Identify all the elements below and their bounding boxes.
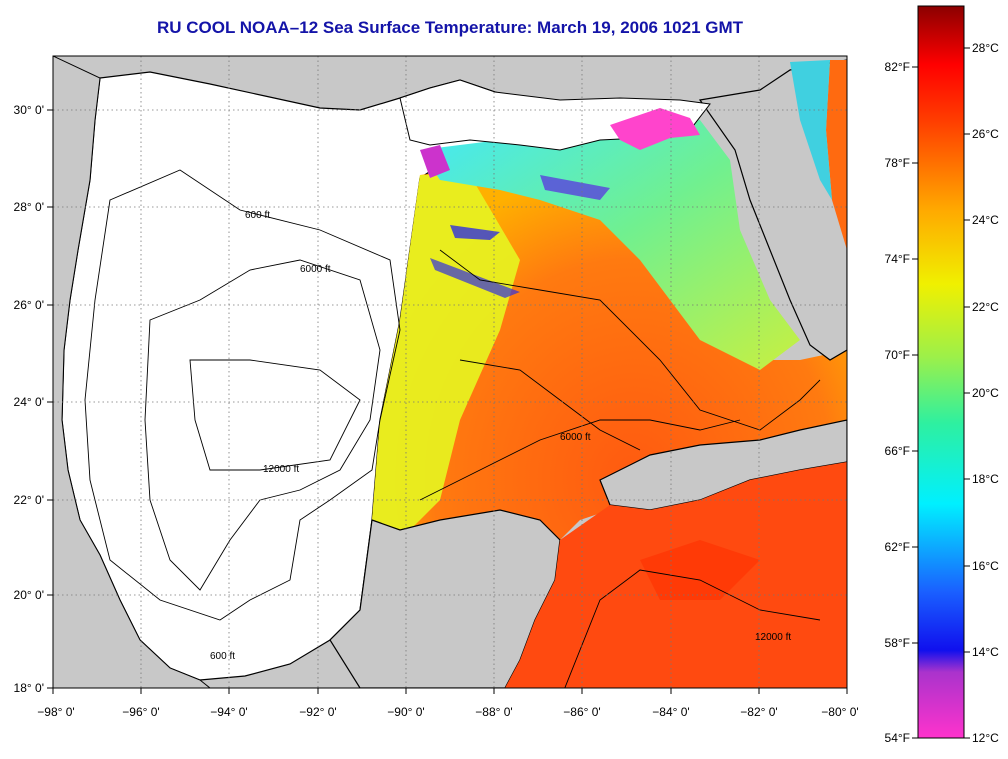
cold-cloud-patch-5 [540,175,610,200]
map-frame [52,55,848,689]
caribbean-hot-core [640,540,760,600]
lon-label-98w: −98° 0' [37,705,74,719]
mexico-land-west [53,56,211,688]
map-area: 600 ft 600 ft 6000 ft 6000 ft 12000 ft 1… [53,56,847,688]
cbar-f-66: 66°F [885,444,910,458]
contour-label-600ft-north: 600 ft [245,210,270,221]
colorbar [917,5,965,739]
lat-label-22n: 22° 0' [14,493,44,507]
cbar-c-14: 14°C [972,645,999,659]
florida-east-cyan [790,60,832,200]
cbar-f-78: 78°F [885,156,910,170]
cbar-f-82: 82°F [885,60,910,74]
bathymetry-contours [84,169,821,688]
lon-label-84w: −84° 0' [652,705,689,719]
lon-label-82w: −82° 0' [740,705,777,719]
lon-label-92w: −92° 0' [299,705,336,719]
cbar-c-18: 18°C [972,472,999,486]
lon-label-88w: −88° 0' [475,705,512,719]
cbar-c-26: 26°C [972,127,999,141]
cbar-f-62: 62°F [885,540,910,554]
shelf-cool-water [420,112,800,370]
graticule [53,56,847,688]
cold-cloud-patch-1 [610,108,700,150]
lon-label-96w: −96° 0' [122,705,159,719]
cbar-c-20: 20°C [972,386,999,400]
cbar-f-74: 74°F [885,252,910,266]
cbar-f-70: 70°F [885,348,910,362]
colorbar-fahrenheit-ticks [912,66,918,739]
lat-label-30n: 30° 0' [14,103,44,117]
lat-label-20n: 20° 0' [14,588,44,602]
axis-ticks [47,109,848,694]
cbar-f-54: 54°F [885,731,910,745]
cold-cloud-patch-3 [450,225,500,240]
lat-label-26n: 26° 0' [14,298,44,312]
lat-label-18n: 18° 0' [14,681,44,695]
map-title: RU COOL NOAA–12 Sea Surface Temperature:… [156,18,744,37]
contour-label-6000ft-east: 6000 ft [560,432,591,443]
contour-label-600ft-south: 600 ft [210,651,235,662]
lon-label-80w: −80° 0' [821,705,858,719]
cold-cloud-patch-4 [430,258,520,298]
lon-label-90w: −90° 0' [387,705,424,719]
cbar-c-28: 28°C [972,41,999,55]
cbar-c-12: 12°C [972,731,999,745]
lon-label-94w: −94° 0' [210,705,247,719]
contour-label-6000ft-west: 6000 ft [300,264,331,275]
contour-label-12000ft-west: 12000 ft [263,464,299,475]
cbar-c-24: 24°C [972,213,999,227]
lat-label-24n: 24° 0' [14,395,44,409]
colorbar-celsius-ticks [964,47,970,739]
lat-label-28n: 28° 0' [14,200,44,214]
lon-label-86w: −86° 0' [563,705,600,719]
cbar-c-16: 16°C [972,559,999,573]
contour-label-12000ft-east: 12000 ft [755,632,791,643]
cbar-c-22: 22°C [972,300,999,314]
cold-cloud-patch-2 [420,145,450,178]
florida-east-warm [826,60,847,250]
cbar-f-58: 58°F [885,636,910,650]
